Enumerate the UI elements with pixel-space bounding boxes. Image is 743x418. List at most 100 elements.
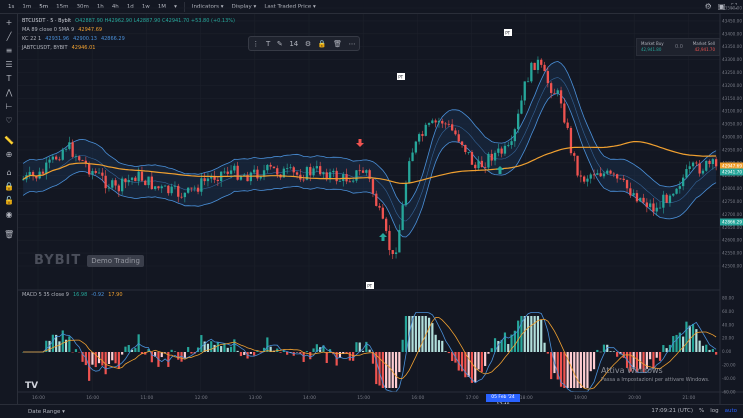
candle-body [28,171,31,176]
candle [365,169,368,176]
auto-toggle[interactable]: auto [724,408,737,414]
candle [411,148,414,162]
candle-body [253,169,256,173]
jabt-label[interactable]: JABTCUSDT, BYBIT [22,45,68,51]
windows-activation-notice: Attiva Windows Passa a Impostazioni per … [601,366,710,383]
lock-icon[interactable]: 🔒 [4,182,14,191]
macd-bar [649,352,652,360]
order-qty-input[interactable]: 0.0 [675,44,683,50]
delete-icon[interactable]: 🗑 [333,39,343,48]
macd-bar [266,337,269,352]
timeframe-15m[interactable]: 15m [56,3,69,10]
zoom-icon[interactable]: ⊕ [5,150,13,159]
pattern-tool-icon[interactable]: ⋀ [5,88,13,97]
candle [599,167,602,177]
candle [487,152,490,170]
more-icon[interactable]: ⋯ [348,39,356,48]
drag-handle-icon[interactable]: ⋮ [252,39,260,48]
trend-line-icon[interactable]: ╱ [6,32,12,41]
candle [490,149,493,166]
fullscreen-icon[interactable]: ⛶ [731,2,737,11]
trash-icon[interactable]: 🗑 [4,230,15,239]
candle-body [236,165,239,180]
date-range-button[interactable]: Date Range ▾ [28,408,65,415]
bybit-logo: BYBIT [34,253,82,268]
text-format-icon[interactable]: T [265,39,271,48]
measure-tool-icon[interactable]: ⊢ [5,102,13,111]
camera-icon[interactable]: ▣ [717,2,726,11]
ruler-icon[interactable]: 📏 [4,136,14,145]
timeframe-5m[interactable]: 5m [39,3,49,10]
macd-label[interactable]: MACD 5 35 close 9 [22,292,69,298]
chart-toolbar: 1s 1m 5m 15m 30m 1h 4h 1d 1w 1M ▾ Indica… [0,0,743,14]
candle [272,166,276,169]
candle [312,166,315,178]
macd-bar [464,352,467,378]
candle-body [269,164,272,167]
macd-bar [163,352,167,353]
market-buy-button[interactable]: Market Buy 42,941.80 [641,41,664,53]
symbol-label[interactable]: BTCUSDT · 5 · BybIt [22,18,72,24]
crosshair-icon[interactable]: + [5,18,13,27]
lock-icon[interactable]: 🔒 [317,39,327,48]
candle [639,197,642,203]
candle [335,167,338,185]
timeframe-30m[interactable]: 30m [76,3,89,10]
pt-marker-label: PT [398,75,403,80]
price-tick-label: 42600.00 [722,238,742,243]
heart-icon[interactable]: ♡ [5,116,13,125]
macd-bar [385,352,388,388]
candle-body [365,170,368,173]
macd-bar [487,352,490,354]
magnet-icon[interactable]: ⌂ [6,168,12,177]
timeframe-1m[interactable]: 1m [22,3,32,10]
horizontal-line-icon[interactable]: ≡ [5,46,13,55]
percent-toggle[interactable]: % [698,408,705,414]
macd-bar [111,352,114,361]
fib-retracement-icon[interactable]: ☰ [5,60,13,69]
candle [401,201,404,231]
candle-body [157,186,160,189]
macd-bar [563,352,566,388]
clock-label[interactable]: 17:09:21 (UTC) [651,408,693,414]
settings-gear-icon[interactable]: ⚙ [704,2,712,11]
candle-body [688,166,691,170]
candle-body [708,160,711,164]
price-type-button[interactable]: Last Traded Price ▾ [264,3,316,10]
timeframe-4h[interactable]: 4h [111,3,119,10]
macd-bar [682,336,685,352]
candle [649,199,652,211]
macd-bar [130,349,134,352]
timeframe-1M[interactable]: 1M [157,3,167,10]
macd-signal-value: -0.92 [91,292,105,298]
timeframe-1w[interactable]: 1w [141,3,150,10]
ma-label[interactable]: MA 89 close 0 SMA 9 [22,27,75,33]
candle-body [566,122,569,128]
line-width-value[interactable]: 14 [289,39,299,48]
log-toggle[interactable]: log [710,408,719,414]
candle-body [655,207,658,212]
lock-drawings-icon[interactable]: 🔓 [4,196,14,205]
eye-icon[interactable]: ◉ [5,210,13,219]
candle [533,62,536,71]
macd-bar [305,351,309,352]
candle [616,173,619,183]
tradingview-logo[interactable]: TV [25,381,39,391]
candle-body [609,170,612,174]
candle [163,184,167,187]
pencil-icon[interactable]: ✎ [276,39,283,48]
text-tool-icon[interactable]: T [6,74,12,83]
candle [147,176,150,189]
kc-label[interactable]: KC 22 1 [22,36,42,42]
timeframe-dropdown-icon[interactable]: ▾ [174,3,177,10]
indicators-button[interactable]: Indicators ▾ [191,3,224,10]
display-button[interactable]: Display ▾ [231,3,257,10]
price-tag-bg [720,162,743,170]
timeframe-1s[interactable]: 1s [8,3,15,10]
market-sell-button[interactable]: Market Sell 42,941.70 [693,41,715,53]
timeframe-1h[interactable]: 1h [96,3,104,10]
timeframe-1d[interactable]: 1d [126,3,134,10]
settings-icon[interactable]: ⚙ [304,39,312,48]
macd-bar [632,352,635,370]
